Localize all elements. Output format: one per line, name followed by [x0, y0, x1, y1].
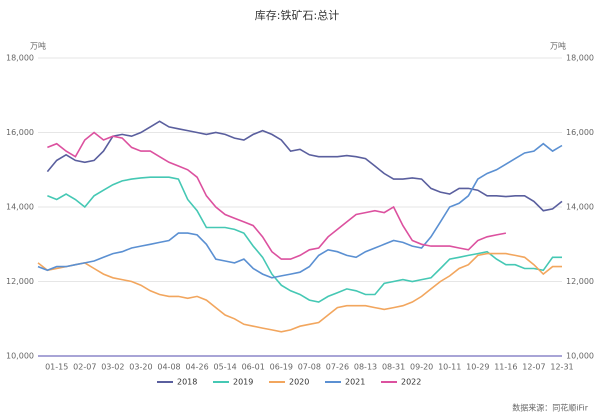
- x-tick-label: 07-26: [326, 363, 349, 372]
- x-tick-label: 04-26: [185, 363, 208, 372]
- x-tick-label: 12-07: [522, 363, 545, 372]
- x-tick-label: 03-02: [101, 363, 124, 372]
- x-tick-label: 06-01: [242, 363, 265, 372]
- x-tick-label: 10-29: [466, 363, 489, 372]
- x-tick-label: 02-07: [73, 363, 96, 372]
- series-line: [47, 176, 562, 303]
- legend-label: 2022: [401, 378, 421, 387]
- x-tick-label: 06-19: [270, 363, 293, 372]
- source-note: 数据来源：同花顺iFir: [512, 403, 588, 413]
- x-tick-label: 10-11: [438, 363, 461, 372]
- x-tick-label: 12-31: [550, 363, 573, 372]
- series-line: [37, 142, 563, 279]
- series-line: [46, 120, 563, 212]
- x-tick-label: 07-08: [298, 363, 321, 372]
- x-tick-label: 05-14: [214, 363, 237, 372]
- y-axis-unit: 万吨: [30, 41, 46, 51]
- x-tick-label: 03-20: [129, 363, 152, 372]
- y-tick-label: 18,000: [6, 54, 34, 63]
- x-tick-label: 08-31: [382, 363, 405, 372]
- y-tick-label: 14,000: [6, 203, 34, 212]
- y-tick-label: 12,000: [6, 277, 34, 286]
- x-tick-label: 04-08: [157, 363, 180, 372]
- y-tick-label: 10,000: [6, 352, 34, 361]
- x-tick-label: 09-20: [410, 363, 433, 372]
- x-tick-label: 11-16: [494, 363, 517, 372]
- y2-tick-label: 16,000: [566, 128, 594, 137]
- y2-tick-label: 10,000: [566, 352, 594, 361]
- legend-label: 2018: [177, 378, 197, 387]
- legend-label: 2019: [233, 378, 253, 387]
- y2-tick-label: 12,000: [566, 277, 594, 286]
- chart-title: 库存:铁矿石:总计: [255, 8, 339, 22]
- y-tick-label: 16,000: [6, 128, 34, 137]
- legend-label: 2021: [345, 378, 365, 387]
- y2-tick-label: 18,000: [566, 54, 594, 63]
- series-line: [47, 131, 507, 260]
- series-line: [37, 252, 562, 333]
- y2-tick-label: 14,000: [566, 203, 594, 212]
- x-tick-label: 01-15: [45, 363, 68, 372]
- y2-axis-unit: 万吨: [550, 41, 566, 51]
- x-tick-label: 08-13: [354, 363, 377, 372]
- legend-label: 2020: [289, 378, 309, 387]
